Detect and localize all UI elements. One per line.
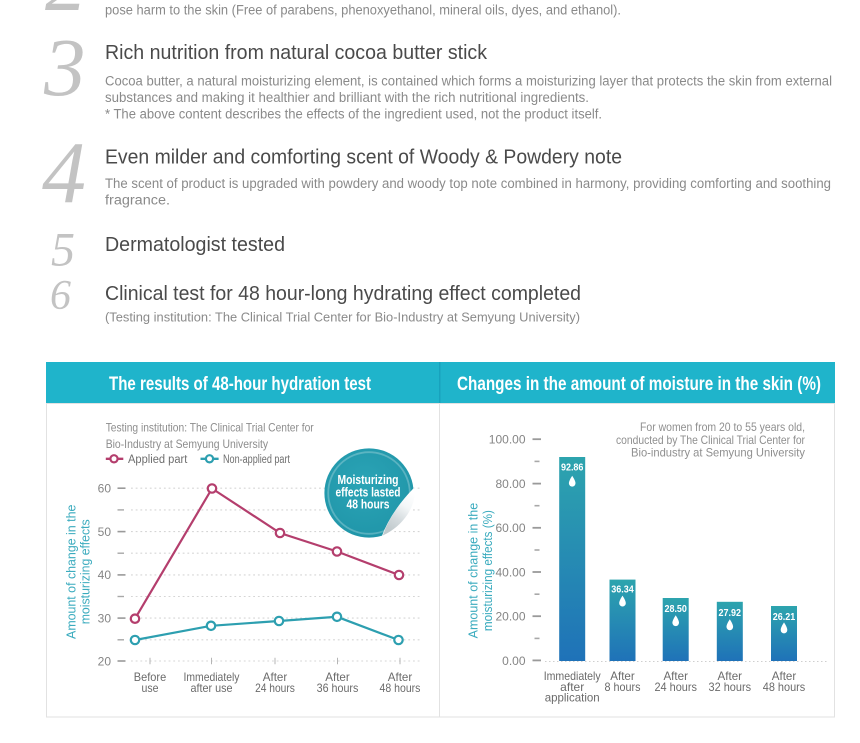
- svg-text:0.00: 0.00: [502, 654, 526, 668]
- svg-text:After: After: [663, 669, 688, 683]
- svg-text:after use: after use: [191, 681, 233, 695]
- svg-text:3: 3: [43, 21, 86, 113]
- svg-text:Testing institution: The Clini: Testing institution: The Clinical Trial …: [106, 421, 314, 435]
- svg-text:40.00: 40.00: [495, 565, 525, 579]
- svg-text:fragrance.: fragrance.: [105, 192, 170, 207]
- svg-text:48 hours: 48 hours: [763, 680, 806, 694]
- svg-text:Moisturizing: Moisturizing: [338, 472, 399, 487]
- svg-text:* The above content describes: * The above content describes the effect…: [105, 106, 602, 121]
- svg-text:application: application: [545, 691, 600, 705]
- svg-text:(Testing institution: The Clin: (Testing institution: The Clinical Trial…: [105, 310, 580, 325]
- svg-text:effects lasted: effects lasted: [336, 484, 401, 499]
- svg-text:After: After: [388, 670, 413, 684]
- svg-text:use: use: [142, 681, 159, 695]
- svg-text:48 hours: 48 hours: [380, 681, 421, 695]
- svg-text:60.00: 60.00: [495, 521, 525, 535]
- svg-text:8 hours: 8 hours: [605, 680, 641, 694]
- svg-text:moisturizing effects (%): moisturizing effects (%): [481, 510, 495, 631]
- svg-text:27.92: 27.92: [719, 607, 742, 619]
- svg-text:30: 30: [98, 612, 112, 626]
- svg-text:32 hours: 32 hours: [709, 680, 752, 694]
- svg-text:24 hours: 24 hours: [654, 680, 697, 694]
- svg-text:Dermatologist tested: Dermatologist tested: [105, 233, 285, 256]
- svg-text:Rich nutrition from natural co: Rich nutrition from natural cocoa butter…: [105, 41, 488, 64]
- svg-text:Applied part: Applied part: [128, 454, 188, 466]
- svg-text:60: 60: [98, 482, 112, 496]
- svg-text:pose harm to the skin (Free of: pose harm to the skin (Free of parabens,…: [105, 3, 621, 18]
- svg-text:50: 50: [98, 525, 112, 539]
- svg-text:Immediately: Immediately: [184, 670, 240, 684]
- svg-text:After: After: [718, 669, 743, 683]
- svg-text:2: 2: [45, 0, 87, 28]
- svg-text:40: 40: [98, 568, 112, 582]
- svg-text:After: After: [610, 669, 635, 683]
- svg-text:20: 20: [98, 654, 112, 668]
- svg-text:Amount of change in the: Amount of change in the: [64, 505, 78, 639]
- svg-text:36 hours: 36 hours: [317, 681, 359, 695]
- svg-text:After: After: [263, 670, 288, 684]
- svg-text:After: After: [325, 670, 350, 684]
- svg-text:Immediately: Immediately: [544, 669, 601, 683]
- svg-text:26.21: 26.21: [773, 611, 796, 623]
- svg-text:100.00: 100.00: [489, 433, 526, 447]
- svg-text:The results of 48-hour hydrati: The results of 48-hour hydration test: [109, 374, 372, 395]
- svg-text:Clinical test for 48 hour-long: Clinical test for 48 hour-long hydrating…: [105, 282, 581, 305]
- svg-text:After: After: [772, 669, 797, 683]
- svg-text:Non-applied part: Non-applied part: [223, 454, 291, 466]
- svg-text:48 hours: 48 hours: [347, 497, 390, 512]
- svg-text:moisturizing effects: moisturizing effects: [79, 519, 93, 624]
- svg-text:substances and making it healt: substances and making it healthier and b…: [105, 90, 589, 105]
- svg-text:Even milder and comforting sce: Even milder and comforting scent of Wood…: [105, 146, 622, 169]
- svg-text:Before: Before: [134, 670, 167, 684]
- svg-text:6: 6: [50, 273, 71, 319]
- svg-text:The scent of product is upgrad: The scent of product is upgraded with po…: [105, 176, 831, 191]
- svg-text:conducted by The Clinical Tria: conducted by The Clinical Trial Center f…: [616, 433, 805, 447]
- svg-text:28.50: 28.50: [664, 603, 687, 615]
- svg-text:Amount of change in the: Amount of change in the: [466, 503, 480, 639]
- svg-text:Changes in the amount of moist: Changes in the amount of moisture in the…: [457, 374, 821, 395]
- svg-text:4: 4: [42, 125, 86, 222]
- svg-text:Bio-Industry at Semyung Univer: Bio-Industry at Semyung University: [106, 437, 268, 451]
- svg-text:36.34: 36.34: [611, 583, 634, 595]
- svg-text:Cocoa butter, a natural moistu: Cocoa butter, a natural moisturizing ele…: [105, 74, 832, 89]
- svg-text:92.86: 92.86: [561, 462, 584, 474]
- svg-text:20.00: 20.00: [495, 610, 525, 624]
- svg-text:24 hours: 24 hours: [255, 681, 295, 695]
- svg-text:after: after: [560, 680, 584, 694]
- svg-text:80.00: 80.00: [495, 477, 525, 491]
- svg-text:For women from 20 to 55 years: For women from 20 to 55 years old,: [640, 420, 805, 434]
- svg-text:5: 5: [51, 224, 75, 277]
- svg-text:Bio-industry at Semyung Univer: Bio-industry at Semyung University: [631, 445, 805, 459]
